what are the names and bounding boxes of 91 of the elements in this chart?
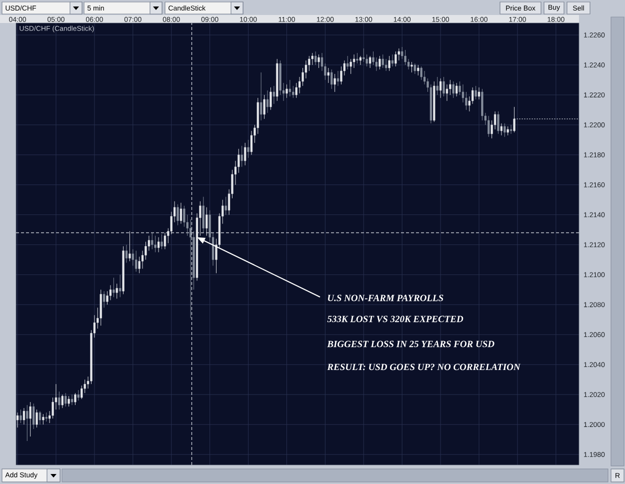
candlestick: [70, 394, 74, 406]
candlestick: [436, 76, 438, 96]
candlestick: [474, 86, 477, 100]
candlestick: [112, 277, 115, 298]
candlestick: [504, 123, 506, 138]
candlestick: [385, 58, 388, 72]
candlestick: [362, 48, 365, 62]
candlestick: [442, 76, 445, 97]
candlestick: [336, 70, 340, 86]
candlestick: [164, 232, 166, 250]
candlestick: [414, 63, 416, 74]
candlestick: [410, 62, 413, 73]
candlestick: [135, 250, 138, 272]
candlestick: [327, 68, 330, 84]
candlestick: [247, 140, 250, 158]
candlestick: [103, 290, 106, 308]
candlestick: [22, 408, 26, 425]
candlestick: [417, 64, 420, 76]
candlestick: [29, 402, 32, 437]
candlestick: [500, 123, 502, 136]
candlestick: [263, 94, 266, 120]
candlestick: [391, 54, 394, 67]
candlestick: [42, 414, 44, 425]
candlestick: [286, 84, 288, 98]
candlestick: [128, 231, 131, 262]
candlestick: [64, 392, 67, 407]
candlestick: [100, 289, 102, 326]
candlestick: [158, 236, 160, 252]
candlestick: [154, 236, 156, 252]
candlestick: [270, 87, 272, 110]
candlestick: [151, 232, 154, 250]
candlestick: [497, 111, 500, 134]
candlestick: [244, 142, 246, 166]
candlestick: [109, 284, 112, 300]
candlestick: [472, 87, 474, 104]
candlestick: [478, 87, 480, 100]
candlestick: [288, 80, 291, 97]
candlestick: [224, 196, 227, 216]
candlestick: [272, 86, 275, 104]
candlestick: [240, 146, 243, 168]
annotation: RESULT: USD GOES UP? NO CORRELATION: [327, 364, 521, 370]
candlestick: [26, 404, 28, 442]
candlestick: [359, 56, 362, 66]
candlestick: [439, 78, 442, 98]
candlestick: [206, 207, 208, 236]
candlestick: [510, 124, 512, 134]
candlestick: [266, 90, 269, 114]
annotation: U.S NON-FARM PAYROLLS: [328, 294, 444, 302]
candlestick: [314, 51, 317, 66]
candlestick: [369, 56, 372, 68]
candlestick: [125, 244, 128, 263]
candlestick: [346, 56, 349, 70]
candlestick: [180, 202, 182, 224]
candlestick: [488, 116, 490, 138]
candlestick: [74, 392, 76, 406]
candlestick: [68, 396, 70, 407]
candlestick: [202, 196, 204, 233]
candlestick: [36, 409, 38, 428]
candlestick: [452, 81, 454, 98]
candlestick: [456, 82, 458, 97]
candlestick: [388, 56, 390, 72]
candlestick: [494, 111, 496, 130]
candlestick: [350, 58, 352, 74]
candlestick: [77, 390, 80, 401]
candlestick: [513, 106, 516, 133]
candlestick: [119, 274, 122, 298]
candlestick: [116, 283, 118, 299]
candlestick: [318, 54, 320, 68]
candlestick: [382, 54, 384, 68]
candlestick: [176, 204, 179, 226]
candlestick: [446, 84, 448, 102]
candlestick: [330, 69, 333, 90]
candlestick: [356, 52, 358, 64]
candlestick: [16, 412, 19, 428]
candlestick: [160, 234, 163, 250]
candlestick: [132, 248, 134, 266]
candlestick: [378, 56, 381, 70]
candlestick: [58, 391, 60, 410]
candlestick: [420, 66, 422, 80]
candlestick: [404, 50, 406, 66]
candlestick: [38, 410, 42, 425]
candlestick: [334, 74, 336, 92]
candlestick: [61, 394, 64, 408]
candlestick: [394, 51, 397, 67]
candlestick: [32, 403, 35, 430]
candlestick: [20, 409, 22, 424]
candlestick: [481, 88, 484, 121]
annotation: 533K LOST VS 320K EXPECTED: [327, 316, 464, 322]
candlestick: [190, 219, 192, 318]
annotation: BIGGEST LOSS IN 25 YEARS FOR USD: [327, 340, 494, 348]
candlestick: [260, 72, 262, 121]
